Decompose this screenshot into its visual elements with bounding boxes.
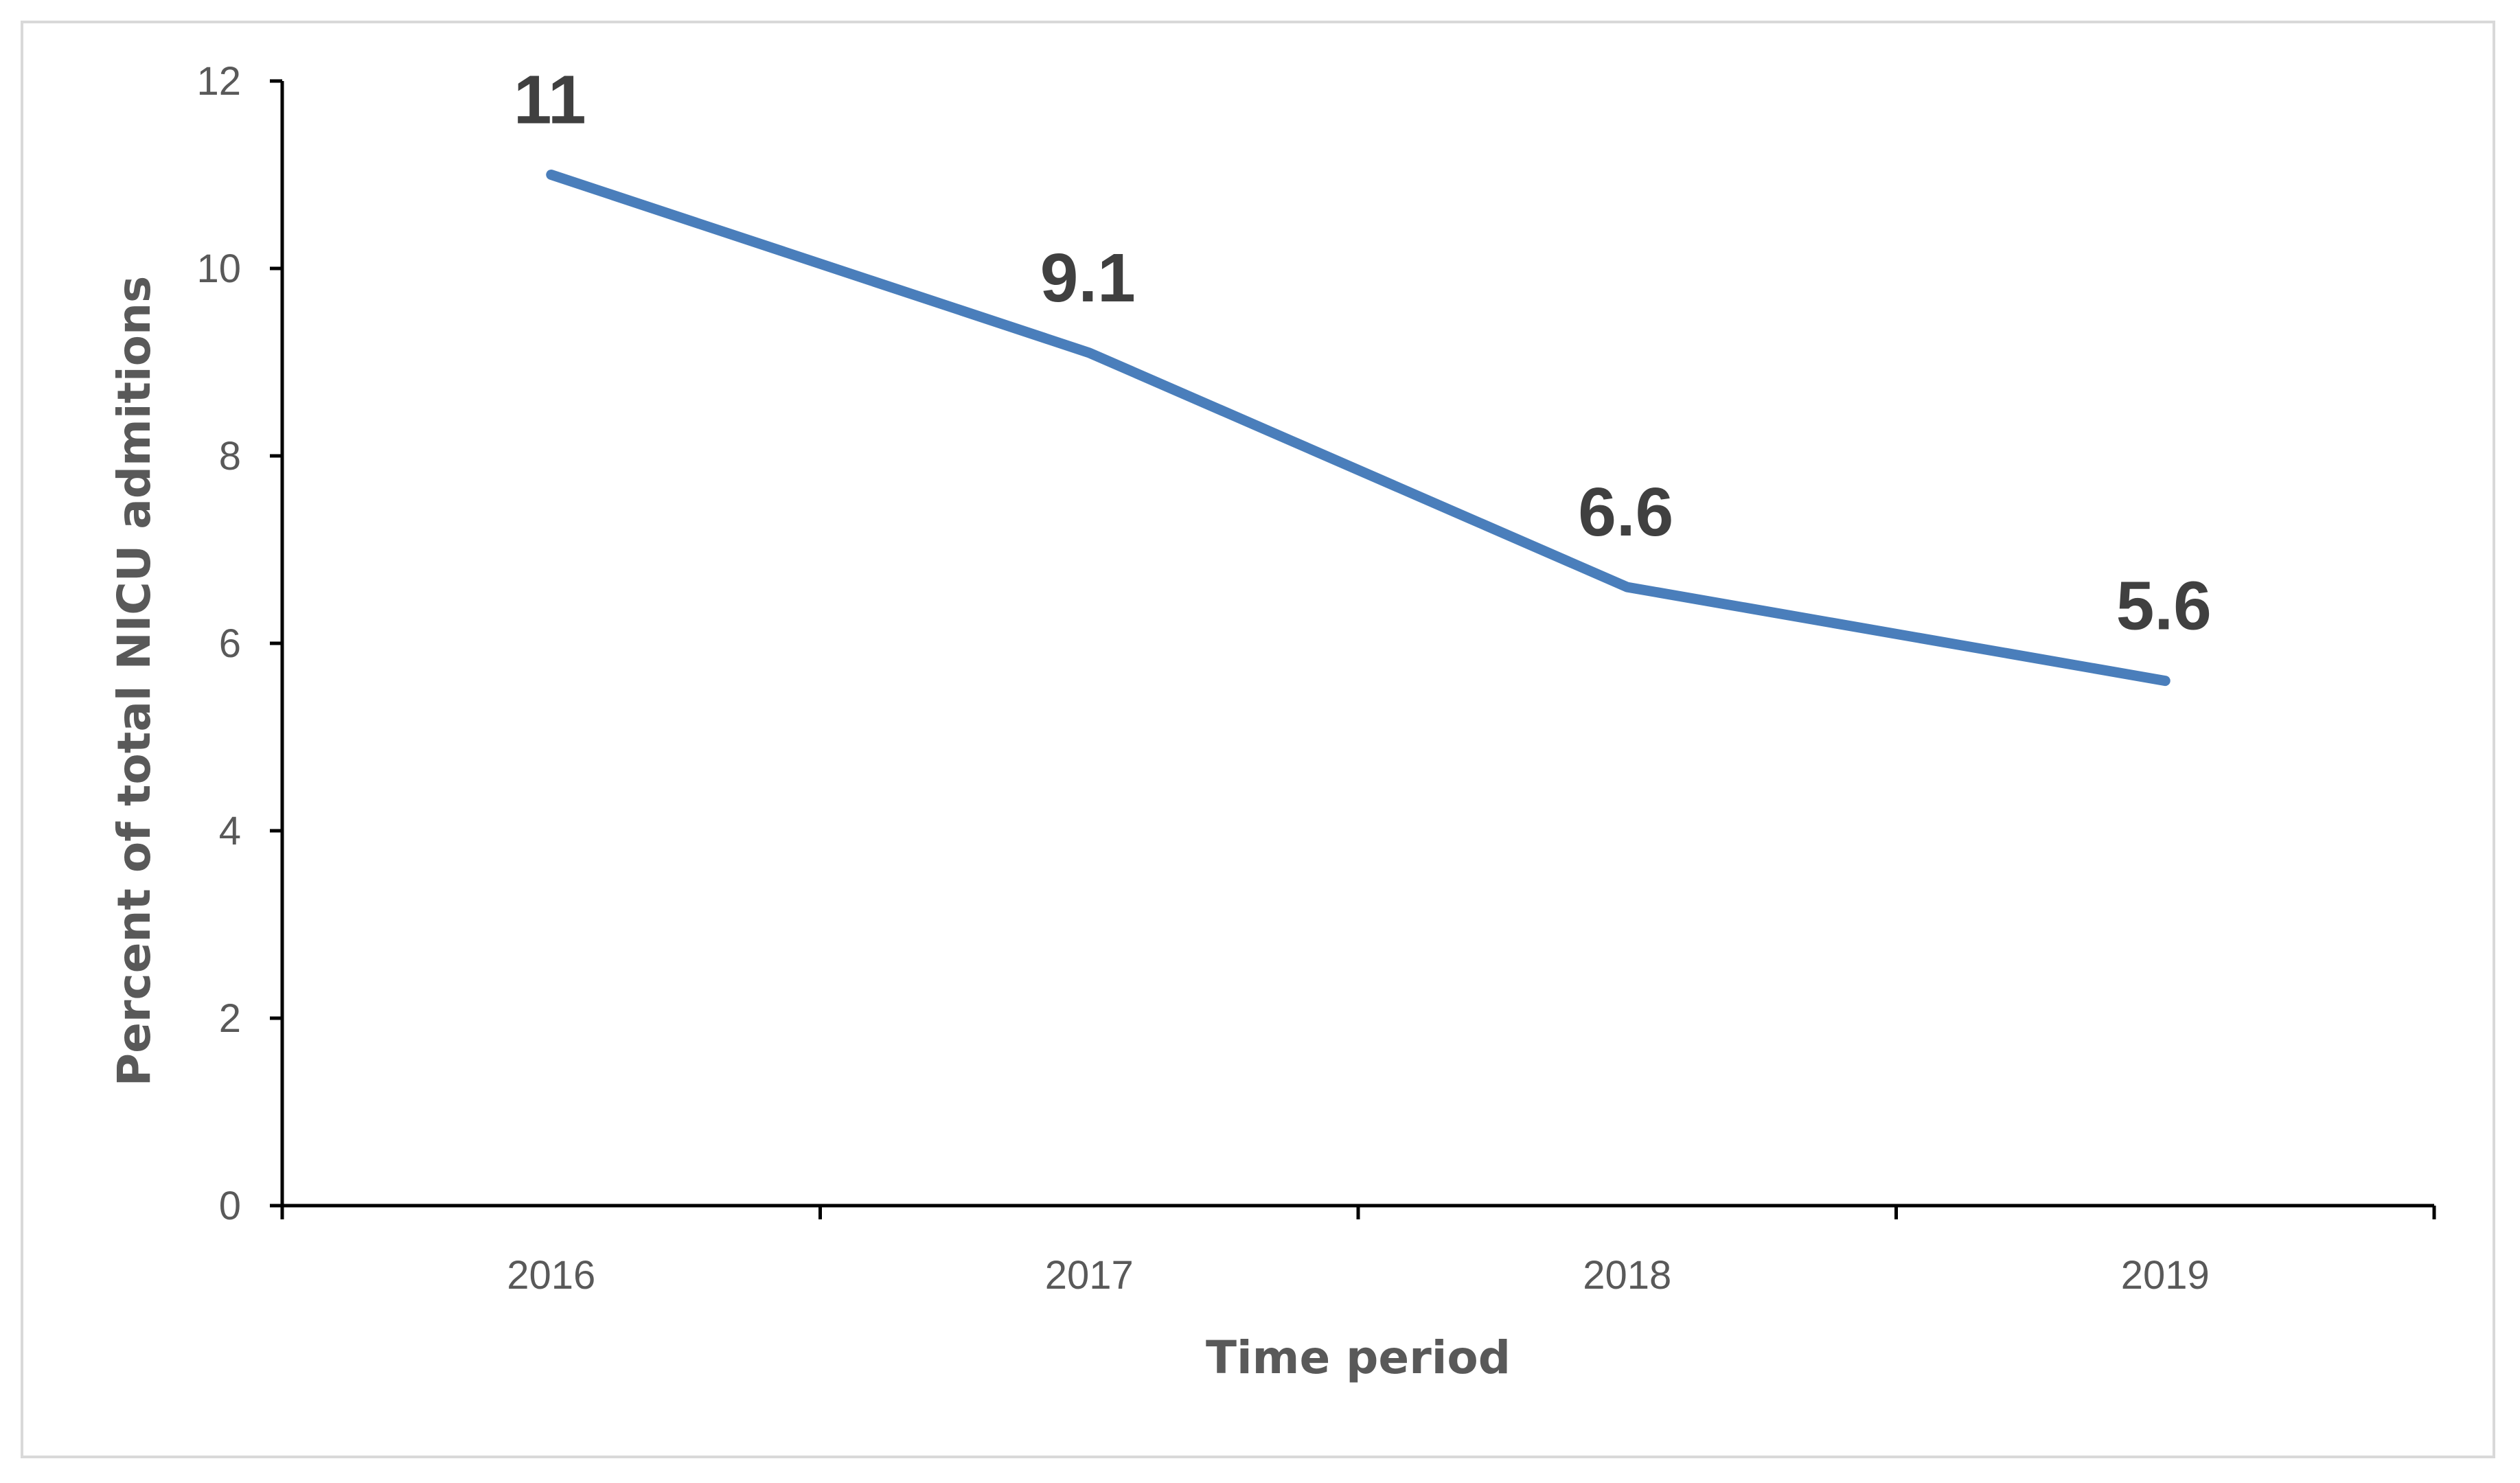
y-tick-label: 6 [219, 621, 241, 666]
x-tick-label: 2019 [2121, 1253, 2210, 1298]
y-tick-label: 2 [219, 996, 241, 1041]
data-labels: 11 9.1 6.6 5.6 [514, 62, 2212, 645]
series-line [546, 170, 2170, 687]
y-tick-label: 4 [219, 809, 241, 853]
series-group [546, 170, 2170, 687]
x-tick-label: 2017 [1045, 1253, 1134, 1298]
x-tick-label: 2018 [1583, 1253, 1671, 1298]
y-axis-ticks: 0 2 4 6 8 10 12 [196, 59, 282, 1228]
y-tick-label: 10 [196, 246, 241, 291]
data-label: 9.1 [1040, 240, 1136, 317]
y-tick-label: 8 [219, 434, 241, 479]
y-tick-label: 12 [196, 59, 241, 104]
x-axis-ticks: 2016 2017 2018 2019 [280, 1206, 2436, 1298]
x-axis-title: Time period [1206, 1331, 1511, 1384]
x-tick-label: 2016 [507, 1253, 595, 1298]
y-axis-title: Percent of total NICU admitions [108, 276, 161, 1086]
data-label: 6.6 [1578, 474, 1673, 551]
y-tick-label: 0 [219, 1184, 241, 1228]
data-label: 5.6 [2116, 568, 2212, 645]
chart-frame [21, 21, 2495, 1458]
data-label: 11 [514, 62, 586, 139]
